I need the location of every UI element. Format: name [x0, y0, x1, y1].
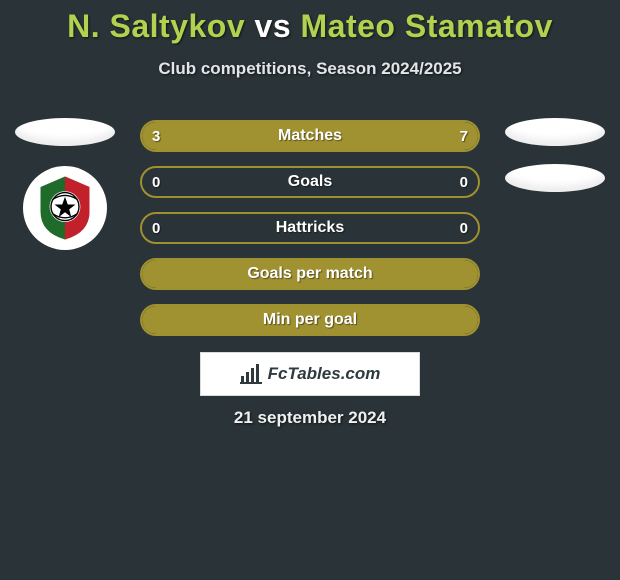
stat-bar-label: Min per goal — [142, 306, 478, 334]
stat-bar: Min per goal — [140, 304, 480, 336]
chart-icon — [240, 364, 262, 384]
date-label: 21 september 2024 — [0, 408, 620, 428]
stat-value-right: 7 — [450, 122, 478, 150]
watermark-text: FcTables.com — [268, 364, 381, 384]
stat-bar-label: Goals per match — [142, 260, 478, 288]
stat-bar-label: Hattricks — [142, 214, 478, 242]
player1-club-badge — [23, 166, 107, 250]
left-player-column — [10, 118, 120, 250]
player2-photo-placeholder — [505, 118, 605, 146]
subtitle: Club competitions, Season 2024/2025 — [0, 59, 620, 79]
stat-value-left: 0 — [142, 214, 170, 242]
stat-bar: Goals per match — [140, 258, 480, 290]
stat-bars: Matches37Goals00Hattricks00Goals per mat… — [140, 120, 480, 350]
stat-value-right: 0 — [450, 168, 478, 196]
stat-value-left: 0 — [142, 168, 170, 196]
stat-bar: Hattricks0 0 — [140, 212, 480, 244]
right-player-column — [500, 118, 610, 210]
stat-bar-label: Goals — [142, 168, 478, 196]
watermark: FcTables.com — [200, 352, 420, 396]
player1-name: N. Saltykov — [67, 8, 245, 44]
player2-name: Mateo Stamatov — [301, 8, 553, 44]
stat-bar-label: Matches — [142, 122, 478, 150]
stat-bar: Goals0 0 — [140, 166, 480, 198]
stat-value-left: 3 — [142, 122, 170, 150]
player1-photo-placeholder — [15, 118, 115, 146]
stat-bar: Matches3 7 — [140, 120, 480, 152]
comparison-title: N. Saltykov vs Mateo Stamatov — [0, 0, 620, 45]
vs-label: vs — [255, 8, 292, 44]
player2-club-placeholder — [505, 164, 605, 192]
club-badge-icon — [30, 173, 100, 243]
stat-value-right: 0 — [450, 214, 478, 242]
